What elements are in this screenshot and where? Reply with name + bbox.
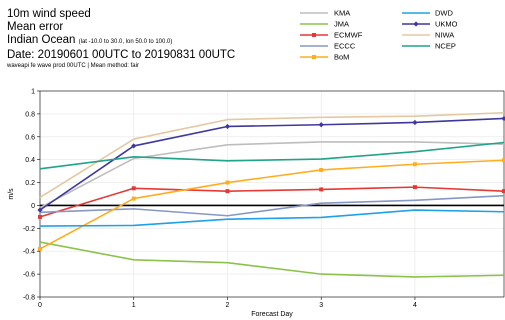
y-tick-label: -0.6 <box>23 272 35 279</box>
series-ecmwf-point <box>319 187 324 192</box>
series-bom-point <box>38 246 42 251</box>
y-axis-label: m/s <box>8 188 15 200</box>
legend-label-ecmwf: ECMWF <box>334 31 363 40</box>
series-line-ukmo <box>39 117 505 211</box>
series-jma <box>39 241 505 278</box>
legend-item-eccc: ECCC <box>300 42 356 51</box>
series-line-bom <box>39 159 505 250</box>
y-tick-label: 0.6 <box>25 134 35 141</box>
series-ukmo-point <box>37 207 43 213</box>
series-bom-point <box>225 180 230 185</box>
series-ukmo-point <box>501 115 505 122</box>
series-ecmwf-point <box>412 185 417 190</box>
y-tick-label: 1 <box>31 89 35 96</box>
chart-title: 10m wind speed <box>7 8 91 20</box>
legend-swatch-bom-point <box>312 55 316 59</box>
legend-item-ukmo: UKMO <box>402 20 458 29</box>
series-line-dwd <box>39 209 505 227</box>
meta-line: waveapi fe wave prod 00UTC | Mean method… <box>7 63 139 69</box>
x-tick-label: 2 <box>226 302 230 309</box>
region-detail: (lat -10.0 to 30.0, lon 50.0 to 100.0) <box>78 39 173 45</box>
series-eccc <box>39 194 505 217</box>
plot-frame <box>39 90 505 298</box>
series-ukmo <box>37 115 505 213</box>
x-tick-label: 4 <box>413 302 417 309</box>
legend-item-niwa: NIWA <box>402 31 454 40</box>
y-tick-label: 0.2 <box>25 180 35 187</box>
legend-label-dwd: DWD <box>435 9 453 18</box>
x-axis-label: Forecast Day <box>251 311 293 318</box>
y-tick-label: 0.8 <box>25 111 35 118</box>
legend-label-kma: KMA <box>334 9 350 18</box>
series-line-niwa <box>39 111 505 199</box>
legend-label-eccc: ECCC <box>334 42 356 51</box>
y-tick-label: -0.4 <box>23 249 35 256</box>
series-ukmo-point <box>318 122 324 128</box>
legend-item-kma: KMA <box>300 9 350 18</box>
series-bom-point <box>319 167 324 172</box>
legend-item-bom: BoM <box>300 53 349 62</box>
x-tick-label: 0 <box>38 302 42 309</box>
legend-item-dwd: DWD <box>402 9 453 18</box>
y-tick-label: -0.2 <box>23 226 35 233</box>
series-ecmwf-point <box>131 186 136 191</box>
series-line-kma <box>39 141 505 209</box>
y-tick-label: 0 <box>31 203 35 210</box>
series-ecmwf-point <box>225 189 230 194</box>
y-tick-label: 0.4 <box>25 157 35 164</box>
series-bom-point <box>412 162 417 167</box>
region-line: Indian Ocean (lat -10.0 to 30.0, lon 50.… <box>7 34 235 49</box>
x-tick-label: 1 <box>132 302 136 309</box>
series-line-ncep <box>39 141 505 170</box>
legend-item-ncep: NCEP <box>402 42 456 51</box>
series-ukmo-point <box>412 119 418 126</box>
legend-label-ukmo: UKMO <box>435 20 458 29</box>
series-niwa <box>39 111 505 199</box>
series-line-ecmwf <box>39 186 505 218</box>
series-bom <box>38 158 505 251</box>
legend-swatch-ukmo-point <box>413 21 419 27</box>
series-ecmwf <box>38 185 505 219</box>
series-ukmo-point <box>131 143 137 149</box>
legend-label-jma: JMA <box>334 20 349 29</box>
y-axis-ticks: 1 0.8 0.6 0.4 0.2 0 -0.2 -0.4 -0.6 -0.8 <box>23 89 40 302</box>
legend-label-niwa: NIWA <box>435 31 454 40</box>
series-line-jma <box>39 241 505 278</box>
date-range: Date: 20190601 00UTC to 20190831 00UTC <box>7 49 236 61</box>
region-name: Indian Ocean <box>7 34 76 46</box>
legend: KMA JMA ECMWF ECCC BoM DWD UKMO NIWA NCEP <box>300 9 458 62</box>
x-tick-label: 3 <box>319 302 323 309</box>
y-tick-label: -0.8 <box>23 295 35 302</box>
series-ukmo-point <box>224 123 231 130</box>
legend-item-ecmwf: ECMWF <box>300 31 363 40</box>
legend-item-jma: JMA <box>300 20 349 29</box>
series-line-eccc <box>39 194 505 217</box>
series-ecmwf-point <box>502 189 505 194</box>
chart-title-block: 10m wind speed Mean error Indian Ocean (… <box>7 8 235 70</box>
legend-label-ncep: NCEP <box>435 42 456 51</box>
series-dwd <box>39 209 505 227</box>
series-group <box>37 111 505 278</box>
series-ncep <box>39 141 505 170</box>
series-bom-point <box>131 196 136 201</box>
x-axis-ticks: 0 1 2 3 4 <box>38 297 417 309</box>
series-kma <box>39 141 505 209</box>
chart-subtitle: Mean error <box>7 21 64 33</box>
series-bom-point <box>502 158 505 163</box>
series-ecmwf-point <box>38 214 42 219</box>
legend-swatch-ecmwf-point <box>312 33 316 37</box>
legend-label-bom: BoM <box>334 53 349 62</box>
